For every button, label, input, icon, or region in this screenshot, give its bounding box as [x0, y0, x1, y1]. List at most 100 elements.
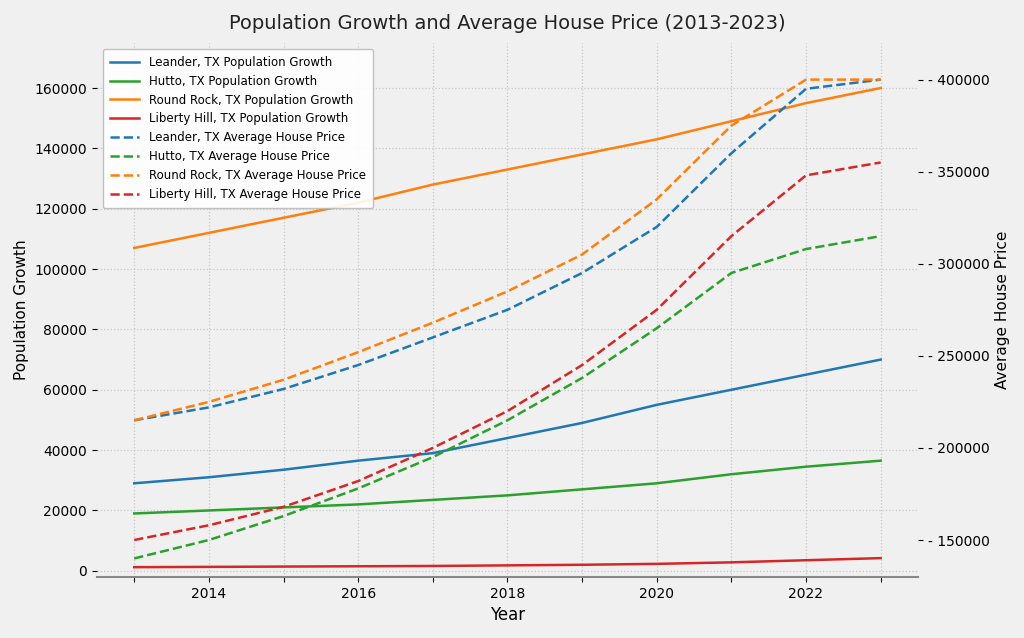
- Line: Liberty Hill, TX Average House Price: Liberty Hill, TX Average House Price: [134, 163, 881, 540]
- Hutto, TX Population Growth: [800, 463, 812, 471]
- Round Rock, TX Average House Price: [575, 251, 588, 258]
- Liberty Hill, TX Population Growth: [278, 563, 290, 570]
- Hutto, TX Average House Price: [278, 512, 290, 520]
- Hutto, TX Population Growth: [874, 457, 887, 464]
- Liberty Hill, TX Average House Price: [800, 172, 812, 179]
- Line: Round Rock, TX Average House Price: Round Rock, TX Average House Price: [134, 80, 881, 420]
- Line: Round Rock, TX Population Growth: Round Rock, TX Population Growth: [134, 88, 881, 248]
- Hutto, TX Average House Price: [427, 454, 439, 461]
- Hutto, TX Population Growth: [352, 501, 365, 508]
- Leander, TX Population Growth: [352, 457, 365, 464]
- Round Rock, TX Population Growth: [874, 84, 887, 92]
- Round Rock, TX Population Growth: [575, 151, 588, 158]
- X-axis label: Year: Year: [489, 606, 525, 624]
- Liberty Hill, TX Population Growth: [800, 556, 812, 564]
- Leander, TX Average House Price: [502, 306, 514, 314]
- Line: Hutto, TX Population Growth: Hutto, TX Population Growth: [134, 461, 881, 514]
- Hutto, TX Average House Price: [725, 269, 737, 277]
- Leander, TX Average House Price: [427, 334, 439, 341]
- Leander, TX Population Growth: [575, 419, 588, 427]
- Liberty Hill, TX Average House Price: [725, 232, 737, 240]
- Hutto, TX Population Growth: [575, 486, 588, 493]
- Hutto, TX Population Growth: [278, 503, 290, 511]
- Liberty Hill, TX Population Growth: [650, 560, 663, 568]
- Leander, TX Average House Price: [874, 76, 887, 84]
- Round Rock, TX Average House Price: [352, 348, 365, 356]
- Hutto, TX Population Growth: [427, 496, 439, 504]
- Liberty Hill, TX Average House Price: [575, 361, 588, 369]
- Leander, TX Population Growth: [278, 466, 290, 473]
- Hutto, TX Population Growth: [650, 480, 663, 487]
- Liberty Hill, TX Average House Price: [650, 306, 663, 314]
- Round Rock, TX Population Growth: [128, 244, 140, 252]
- Round Rock, TX Population Growth: [278, 214, 290, 221]
- Leander, TX Average House Price: [575, 269, 588, 277]
- Round Rock, TX Average House Price: [650, 195, 663, 203]
- Liberty Hill, TX Population Growth: [203, 563, 215, 571]
- Title: Population Growth and Average House Price (2013-2023): Population Growth and Average House Pric…: [229, 14, 785, 33]
- Leander, TX Average House Price: [278, 385, 290, 393]
- Liberty Hill, TX Population Growth: [575, 561, 588, 568]
- Leander, TX Population Growth: [874, 356, 887, 364]
- Round Rock, TX Average House Price: [874, 76, 887, 84]
- Y-axis label: Population Growth: Population Growth: [14, 239, 29, 380]
- Round Rock, TX Population Growth: [352, 199, 365, 207]
- Hutto, TX Population Growth: [502, 491, 514, 499]
- Hutto, TX Average House Price: [800, 245, 812, 253]
- Leander, TX Average House Price: [800, 85, 812, 93]
- Liberty Hill, TX Population Growth: [128, 563, 140, 571]
- Hutto, TX Population Growth: [725, 470, 737, 478]
- Liberty Hill, TX Population Growth: [352, 563, 365, 570]
- Liberty Hill, TX Average House Price: [352, 477, 365, 485]
- Hutto, TX Average House Price: [128, 554, 140, 562]
- Liberty Hill, TX Average House Price: [874, 159, 887, 167]
- Leander, TX Average House Price: [650, 223, 663, 231]
- Round Rock, TX Population Growth: [725, 117, 737, 125]
- Round Rock, TX Average House Price: [502, 288, 514, 295]
- Liberty Hill, TX Average House Price: [203, 521, 215, 529]
- Liberty Hill, TX Average House Price: [502, 407, 514, 415]
- Line: Leander, TX Average House Price: Leander, TX Average House Price: [134, 80, 881, 420]
- Leander, TX Average House Price: [128, 417, 140, 424]
- Hutto, TX Average House Price: [874, 232, 887, 240]
- Leander, TX Population Growth: [650, 401, 663, 409]
- Leander, TX Population Growth: [427, 449, 439, 457]
- Leander, TX Average House Price: [203, 404, 215, 412]
- Leander, TX Average House Price: [352, 361, 365, 369]
- Leander, TX Average House Price: [725, 149, 737, 157]
- Leander, TX Population Growth: [800, 371, 812, 378]
- Legend: Leander, TX Population Growth, Hutto, TX Population Growth, Round Rock, TX Popul: Leander, TX Population Growth, Hutto, TX…: [102, 48, 373, 208]
- Hutto, TX Population Growth: [203, 507, 215, 514]
- Round Rock, TX Average House Price: [278, 376, 290, 383]
- Round Rock, TX Average House Price: [128, 417, 140, 424]
- Leander, TX Population Growth: [725, 386, 737, 394]
- Hutto, TX Average House Price: [352, 485, 365, 493]
- Hutto, TX Average House Price: [575, 374, 588, 382]
- Line: Liberty Hill, TX Population Growth: Liberty Hill, TX Population Growth: [134, 558, 881, 567]
- Liberty Hill, TX Population Growth: [874, 554, 887, 562]
- Liberty Hill, TX Population Growth: [725, 558, 737, 566]
- Round Rock, TX Average House Price: [427, 319, 439, 327]
- Liberty Hill, TX Population Growth: [427, 562, 439, 570]
- Line: Hutto, TX Average House Price: Hutto, TX Average House Price: [134, 236, 881, 558]
- Line: Leander, TX Population Growth: Leander, TX Population Growth: [134, 360, 881, 484]
- Round Rock, TX Population Growth: [502, 166, 514, 174]
- Round Rock, TX Average House Price: [800, 76, 812, 84]
- Liberty Hill, TX Average House Price: [278, 503, 290, 510]
- Hutto, TX Population Growth: [128, 510, 140, 517]
- Leander, TX Population Growth: [203, 473, 215, 481]
- Y-axis label: Average House Price: Average House Price: [995, 230, 1010, 389]
- Hutto, TX Average House Price: [502, 417, 514, 424]
- Round Rock, TX Population Growth: [650, 135, 663, 143]
- Liberty Hill, TX Population Growth: [502, 561, 514, 569]
- Hutto, TX Average House Price: [650, 324, 663, 332]
- Round Rock, TX Population Growth: [203, 229, 215, 237]
- Round Rock, TX Population Growth: [427, 181, 439, 188]
- Leander, TX Population Growth: [502, 434, 514, 442]
- Round Rock, TX Population Growth: [800, 100, 812, 107]
- Round Rock, TX Average House Price: [203, 398, 215, 406]
- Round Rock, TX Average House Price: [725, 122, 737, 130]
- Liberty Hill, TX Average House Price: [427, 444, 439, 452]
- Leander, TX Population Growth: [128, 480, 140, 487]
- Liberty Hill, TX Average House Price: [128, 536, 140, 544]
